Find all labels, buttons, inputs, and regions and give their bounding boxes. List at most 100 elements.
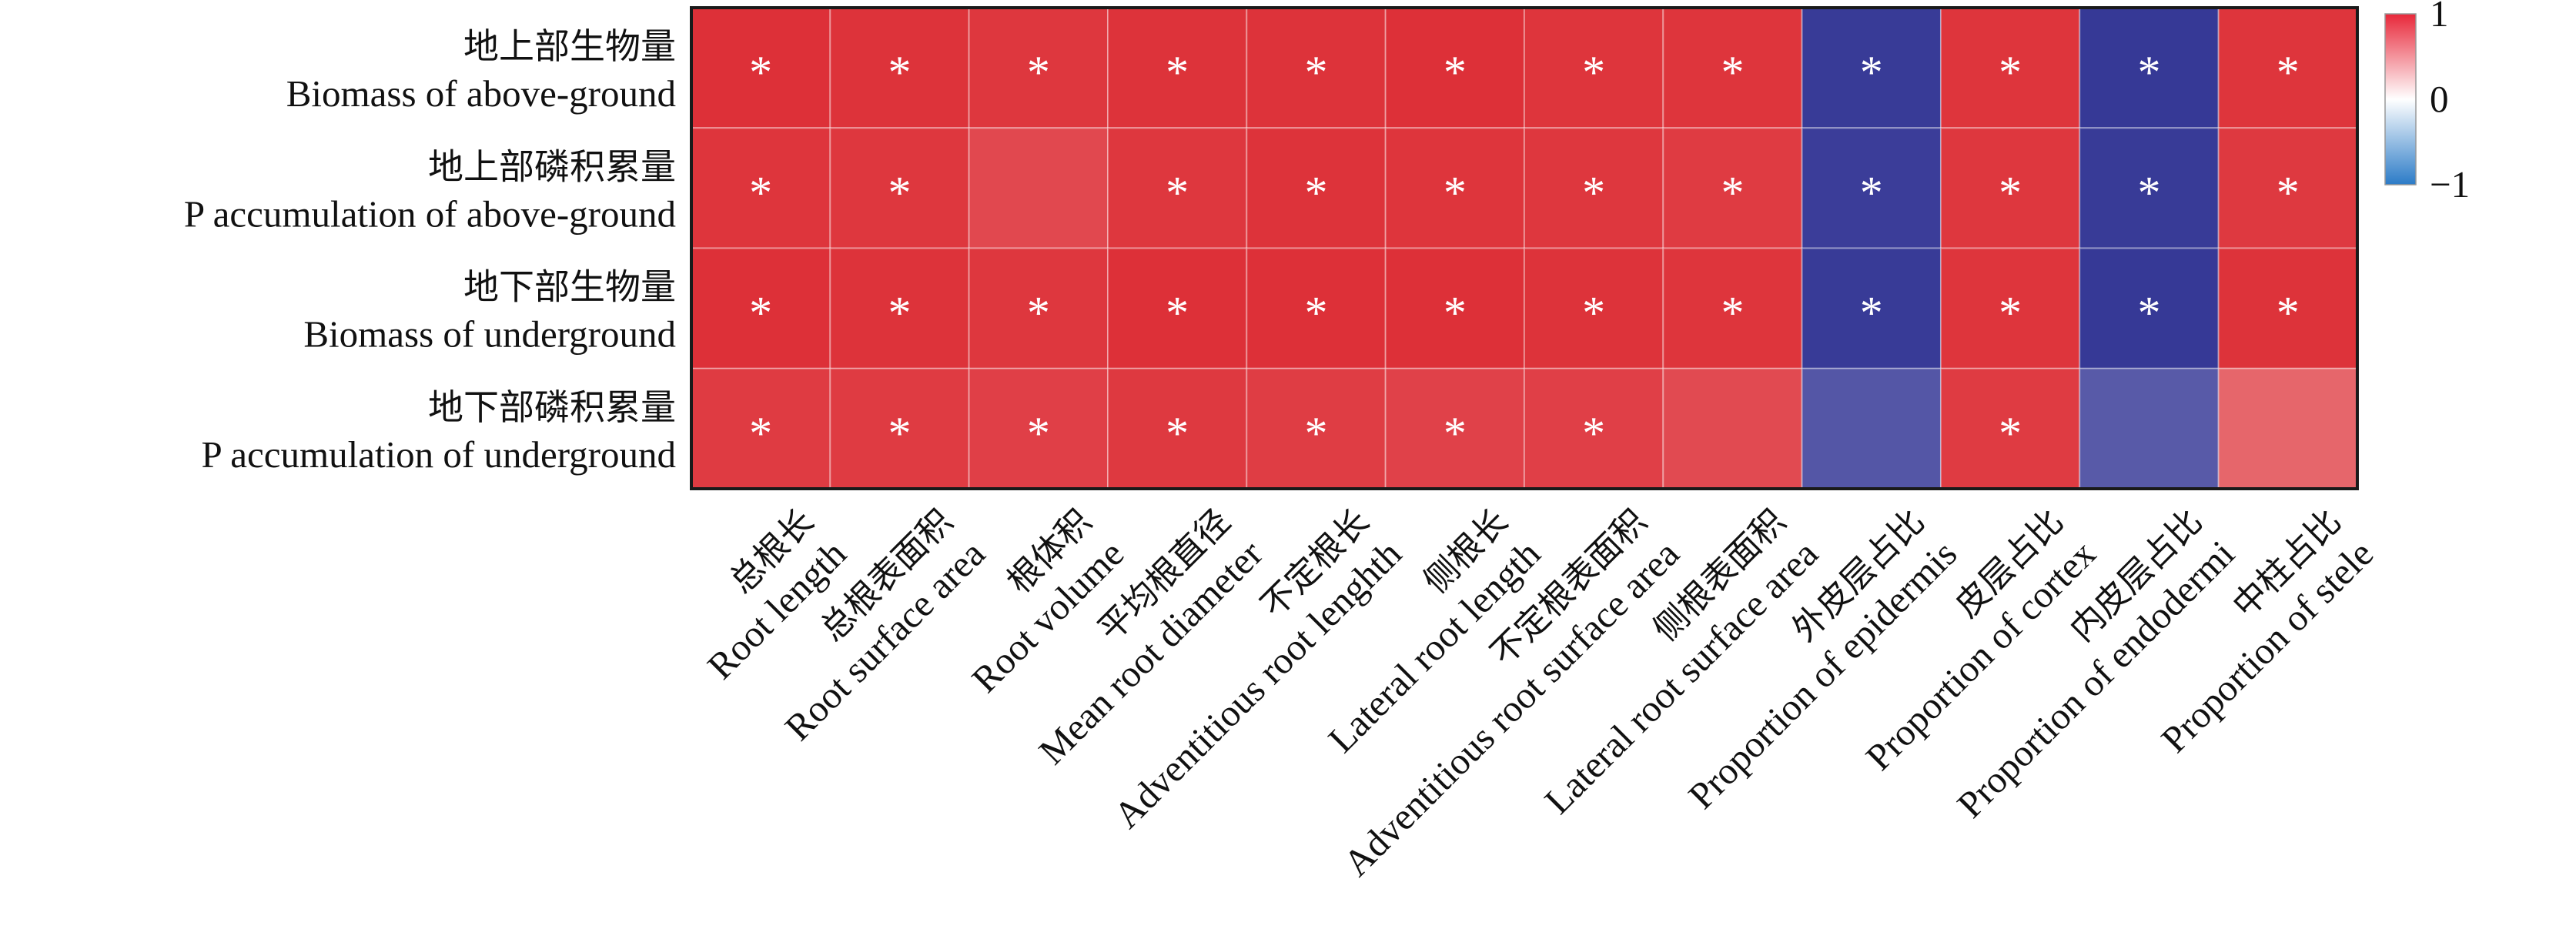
heatmap-cell-r3-c12 [2217,247,2358,369]
heatmap-cells [691,7,2358,490]
significance-star-r3-c7: * [1582,288,1605,339]
heatmap-cell-r2-c8 [1662,127,1803,249]
significance-star-r2-c4: * [1166,167,1189,218]
significance-star-r2-c6: * [1444,167,1467,218]
heatmap-cell-r1-c8 [1662,7,1803,129]
heatmap-cell-r2-c7 [1523,127,1664,249]
significance-star-r1-c3: * [1027,47,1050,98]
significance-star-r3-c11: * [2137,288,2160,339]
significance-star-r4-c6: * [1444,408,1467,459]
significance-star-r2-c8: * [1721,167,1744,218]
heatmap-cell-r2-c3 [968,127,1109,249]
significance-star-r1-c8: * [1721,47,1744,98]
heatmap-cell-r1-c12 [2217,7,2358,129]
significance-star-r4-c3: * [1027,408,1050,459]
significance-star-r3-c9: * [1860,288,1883,339]
significance-star-r1-c4: * [1166,47,1189,98]
heatmap-cell-r4-c5 [1246,367,1387,490]
heatmap-cell-r4-c8 [1662,367,1803,490]
heatmap-cell-r2-c1 [691,127,831,249]
significance-star-r3-c4: * [1166,288,1189,339]
heatmap-cell-r2-c12 [2217,127,2358,249]
row-labels: 地上部生物量 Biomass of above-ground 地上部磷积累量 P ac… [184,25,676,476]
heatmap-cell-r4-c2 [829,367,970,490]
significance-star-r3-c8: * [1721,288,1744,339]
heatmap-cell-r4-c11 [2079,367,2220,490]
significance-star-r3-c5: * [1304,288,1327,339]
heatmap-cell-r4-c3 [968,367,1109,490]
heatmap-cell-r4-c9 [1801,367,1942,490]
heatmap-cell-r4-c12 [2217,367,2358,490]
heatmap-cell-r2-c9 [1801,127,1942,249]
heatmap-cell-r1-c5 [1246,7,1387,129]
significance-star-r2-c2: * [888,167,911,218]
row-label-en-3: Biomass of underground [303,313,676,356]
significance-star-r1-c9: * [1860,47,1883,98]
significance-star-r3-c12: * [2277,288,2300,339]
significance-star-r1-c11: * [2137,47,2160,98]
row-label-en-1: Biomass of above-ground [286,72,676,115]
heatmap-cell-r2-c2 [829,127,970,249]
heatmap-cell-r1-c6 [1384,7,1525,129]
significance-star-r2-c10: * [1999,167,2022,218]
significance-star-r1-c10: * [1999,47,2022,98]
colorbar: 1 0 −1 [2384,0,2470,206]
significance-star-r2-c7: * [1582,167,1605,218]
significance-star-r2-c1: * [749,167,772,218]
heatmap-cell-r2-c11 [2079,127,2220,249]
heatmap-cell-r2-c10 [1939,127,2081,249]
significance-star-r4-c2: * [888,408,911,459]
significance-star-r4-c10: * [1999,408,2022,459]
heatmap-cell-r3-c2 [829,247,970,369]
heatmap-cell-r3-c8 [1662,247,1803,369]
heatmap-cell-r2-c6 [1384,127,1525,249]
row-label-zh-1: 地上部生物量 [463,25,676,67]
significance-star-r4-c1: * [749,408,772,459]
significance-star-r1-c1: * [749,47,772,98]
significance-star-r2-c9: * [1860,167,1883,218]
row-label-zh-4: 地下部磷积累量 [428,386,676,428]
colorbar-tick-label-3: −1 [2430,163,2470,206]
heatmap-cell-r1-c1 [691,7,831,129]
significance-star-r3-c10: * [1999,288,2022,339]
significance-markers: * * * * * * * * * * * * * * * * * * * * * * * * * * * * * * * * * * * * * * * *… [749,47,2300,459]
heatmap-cell-r3-c6 [1384,247,1525,369]
significance-star-r4-c5: * [1304,408,1327,459]
significance-star-r2-c12: * [2277,167,2300,218]
significance-star-r3-c6: * [1444,288,1467,339]
heatmap-cell-r3-c4 [1106,247,1248,369]
heatmap-cell-r1-c10 [1939,7,2081,129]
colorbar-gradient [2384,13,2417,185]
significance-star-r3-c2: * [888,288,911,339]
heatmap-cell-r4-c7 [1523,367,1664,490]
significance-star-r1-c12: * [2277,47,2300,98]
heatmap-frame [690,6,2359,490]
row-label-zh-3: 地下部生物量 [463,266,676,308]
row-label-zh-2: 地上部磷积累量 [428,145,676,187]
heatmap-cell-r2-c5 [1246,127,1387,249]
heatmap-cell-r4-c4 [1106,367,1248,490]
heatmap-cell-r1-c4 [1106,7,1248,129]
colorbar-tick-label-2: 0 [2430,78,2449,120]
significance-star-r1-c6: * [1444,47,1467,98]
significance-star-r1-c5: * [1304,47,1327,98]
significance-star-r2-c11: * [2137,167,2160,218]
heatmap-cell-r4-c10 [1939,367,2081,490]
colorbar-ticks: 1 0 −1 [2430,0,2470,206]
heatmap-cell-r4-c1 [691,367,831,490]
significance-star-r4-c7: * [1582,408,1605,459]
significance-star-r2-c5: * [1304,167,1327,218]
colorbar-tick-label-1: 1 [2430,0,2449,35]
significance-star-r4-c4: * [1166,408,1189,459]
heatmap-cell-r1-c2 [829,7,970,129]
significance-star-r3-c1: * [749,288,772,339]
row-label-en-4: P accumulation of underground [202,433,676,476]
significance-star-r3-c3: * [1027,288,1050,339]
row-label-en-2: P accumulation of above-ground [184,192,676,235]
significance-star-r1-c2: * [888,47,911,98]
heatmap-cell-r3-c5 [1246,247,1387,369]
significance-star-r1-c7: * [1582,47,1605,98]
